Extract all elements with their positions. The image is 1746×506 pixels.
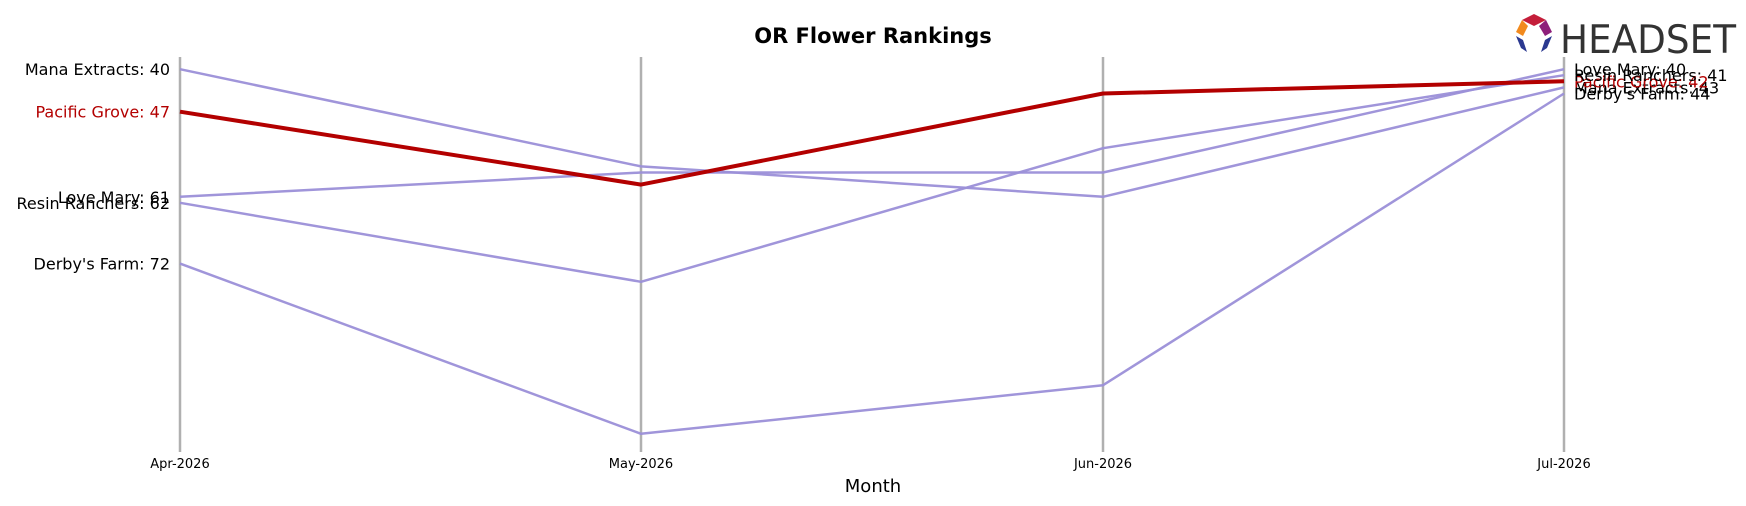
series-line-mana-extracts <box>179 67 1565 199</box>
start-label-pacific-grove: Pacific Grove: 47 <box>36 103 171 122</box>
end-label-derby-s-farm: Derby's Farm: 44 <box>1574 84 1710 103</box>
x-axis-label: Month <box>845 476 901 497</box>
chart-title: OR Flower Rankings <box>754 24 992 48</box>
series-line-resin-ranchers <box>179 73 1565 284</box>
series-lines <box>179 67 1565 436</box>
start-label-resin-ranchers: Resin Ranchers: 62 <box>17 194 171 213</box>
start-label-derby-s-farm: Derby's Farm: 72 <box>34 255 170 274</box>
start-label-love-mary: Love Mary: 61 <box>58 188 170 207</box>
start-labels: Mana Extracts: 40 Pacific Grove: 47 Love M… <box>17 60 171 273</box>
x-tick-apr-2026: Apr-2026 <box>150 457 209 472</box>
headset-logo: HEADSET <box>1512 12 1738 66</box>
series-line-derby-s-farm <box>179 92 1565 436</box>
x-tick-may-2026: May-2026 <box>609 457 673 472</box>
end-label-love-mary: Love Mary: 40 <box>1574 60 1686 79</box>
end-label-resin-ranchers: Resin Ranchers: 41 <box>1574 66 1728 85</box>
series-line-love-mary <box>179 67 1565 199</box>
series-line-pacific-grove <box>179 79 1565 187</box>
start-label-mana-extracts: Mana Extracts: 40 <box>25 60 170 79</box>
x-tick-jun-2026: Jun-2026 <box>1073 457 1132 472</box>
end-label-pacific-grove: Pacific Grove: 42 <box>1574 72 1709 91</box>
x-tick-jul-2026: Jul-2026 <box>1536 457 1590 472</box>
end-label-mana-extracts: Mana Extracts: 43 <box>1574 78 1719 97</box>
headset-wordmark: HEADSET <box>1560 18 1736 62</box>
vertical-gridlines <box>178 57 1566 452</box>
x-tick-labels: Apr-2026 May-2026 Jun-2026 Jul-2026 <box>150 457 1590 472</box>
headset-mark-icon <box>1516 14 1552 52</box>
